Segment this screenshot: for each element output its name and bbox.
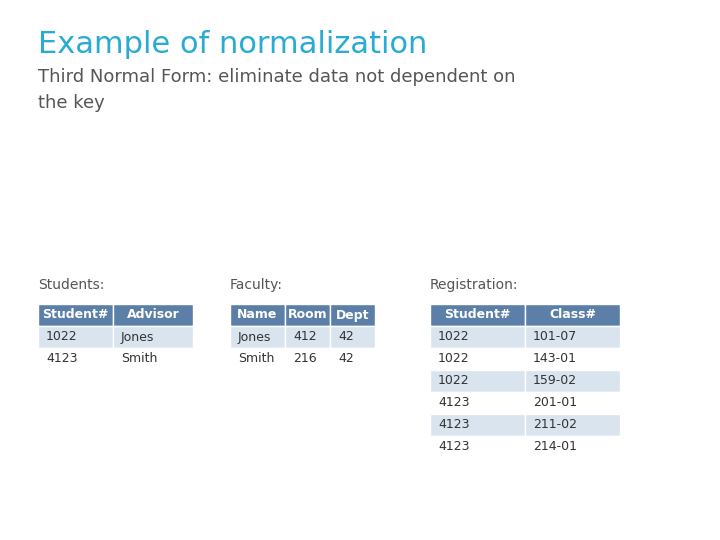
Bar [430, 392, 525, 414]
Text: 143-01: 143-01 [533, 353, 577, 366]
Text: 42: 42 [338, 353, 354, 366]
Text: 1022: 1022 [438, 353, 469, 366]
Text: Advisor: Advisor [127, 308, 179, 321]
Bar [330, 326, 375, 348]
Bar [113, 348, 193, 370]
Text: Dept: Dept [336, 308, 369, 321]
Bar [525, 392, 620, 414]
Text: Class#: Class# [549, 308, 596, 321]
Bar [430, 436, 525, 458]
Text: 214-01: 214-01 [533, 441, 577, 454]
Text: Example of normalization: Example of normalization [38, 30, 428, 59]
Bar [430, 414, 525, 436]
Bar [38, 326, 113, 348]
Bar [285, 348, 330, 370]
Text: 216: 216 [293, 353, 317, 366]
Text: 211-02: 211-02 [533, 418, 577, 431]
Text: 159-02: 159-02 [533, 375, 577, 388]
Text: Faculty:: Faculty: [230, 278, 283, 292]
Bar [430, 326, 525, 348]
Bar [285, 326, 330, 348]
Text: 42: 42 [338, 330, 354, 343]
Text: Room: Room [288, 308, 328, 321]
Text: Smith: Smith [121, 353, 158, 366]
Text: Registration:: Registration: [430, 278, 518, 292]
Text: Jones: Jones [238, 330, 271, 343]
Text: Name: Name [238, 308, 278, 321]
Text: 101-07: 101-07 [533, 330, 577, 343]
Bar [113, 326, 193, 348]
Bar [525, 348, 620, 370]
Bar [525, 304, 620, 326]
Text: 1022: 1022 [46, 330, 78, 343]
Bar [230, 326, 285, 348]
Text: Jones: Jones [121, 330, 154, 343]
Text: Student#: Student# [444, 308, 510, 321]
Bar [430, 370, 525, 392]
Bar [525, 436, 620, 458]
Bar [230, 304, 285, 326]
Text: 1022: 1022 [438, 330, 469, 343]
Bar [230, 348, 285, 370]
Bar [330, 348, 375, 370]
Text: 4123: 4123 [438, 396, 469, 409]
Text: Smith: Smith [238, 353, 274, 366]
Text: Students:: Students: [38, 278, 104, 292]
Text: 4123: 4123 [438, 418, 469, 431]
Text: 201-01: 201-01 [533, 396, 577, 409]
Text: Third Normal Form: eliminate data not dependent on
the key: Third Normal Form: eliminate data not de… [38, 68, 516, 112]
Bar [525, 370, 620, 392]
Text: 1022: 1022 [438, 375, 469, 388]
Bar [525, 326, 620, 348]
Bar [430, 348, 525, 370]
Bar [113, 304, 193, 326]
Bar [525, 414, 620, 436]
Text: 4123: 4123 [46, 353, 78, 366]
Bar [38, 348, 113, 370]
Bar [285, 304, 330, 326]
Bar [38, 304, 113, 326]
Text: 4123: 4123 [438, 441, 469, 454]
Bar [430, 304, 525, 326]
Text: Student#: Student# [42, 308, 109, 321]
Bar [330, 304, 375, 326]
Text: 412: 412 [293, 330, 317, 343]
